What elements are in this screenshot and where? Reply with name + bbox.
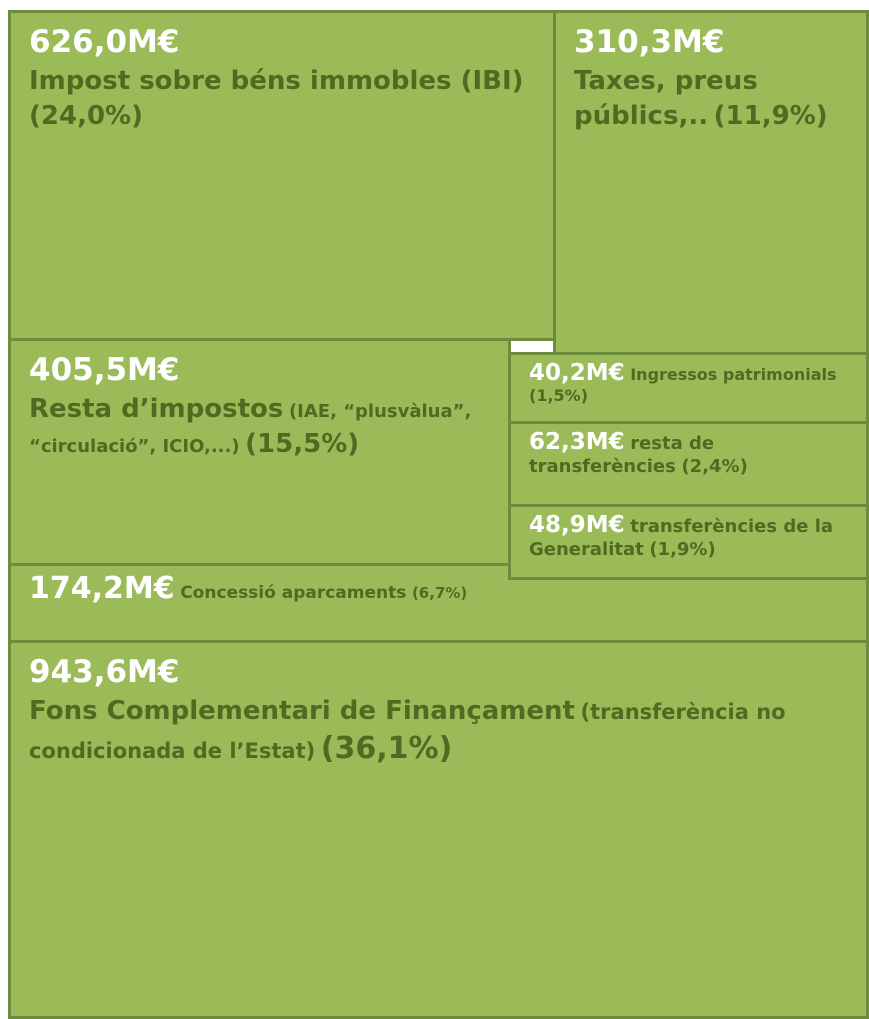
value-label: 40,2M€ bbox=[529, 360, 625, 386]
cell-label: 310,3M€ Taxes, preus públics,.. (11,9%) bbox=[574, 23, 848, 134]
share-label: (2,4%) bbox=[681, 455, 748, 477]
share-label: (15,5%) bbox=[245, 428, 360, 459]
value-label: 626,0M€ bbox=[29, 24, 180, 60]
treemap-cell: 62,3M€ resta de transferències (2,4%) bbox=[508, 421, 869, 507]
treemap-cell: 48,9M€ transferències de la Generalitat … bbox=[508, 504, 869, 580]
share-label: (36,1%) bbox=[320, 730, 453, 766]
category-label: Ingressos patrimonials bbox=[630, 365, 837, 384]
category-label: Impost sobre béns immobles (IBI) bbox=[29, 65, 524, 96]
category-label: Resta d’impostos bbox=[29, 393, 284, 424]
share-label: (6,7%) bbox=[411, 584, 468, 602]
category-label: resta de transferències bbox=[529, 433, 715, 477]
value-label: 62,3M€ bbox=[529, 429, 625, 455]
value-label: 310,3M€ bbox=[574, 24, 725, 60]
value-label: 174,2M€ bbox=[29, 571, 175, 606]
share-label: (24,0%) bbox=[29, 100, 143, 131]
cell-label: 40,2M€ Ingressos patrimonials (1,5%) bbox=[529, 360, 848, 406]
cell-label: 174,2M€ Concessió aparcaments (6,7%) bbox=[29, 572, 848, 605]
treemap-cell: 405,5M€ Resta d’impostos (IAE, “plusvàlua… bbox=[8, 338, 511, 566]
treemap-cell: 310,3M€ Taxes, preus públics,.. (11,9%) bbox=[553, 10, 869, 355]
share-label: (11,9%) bbox=[713, 100, 828, 131]
category-label: Taxes, preus públics,.. bbox=[574, 65, 758, 131]
cell-label: 626,0M€ Impost sobre béns immobles (IBI) … bbox=[29, 23, 535, 134]
category-note: (transferència no condicionada de l’Esta… bbox=[29, 699, 786, 763]
category-label: Concessió aparcaments bbox=[180, 583, 407, 603]
share-label: (1,5%) bbox=[529, 386, 588, 406]
treemap-cell: 943,6M€ Fons Complementari de Finançament… bbox=[8, 640, 869, 1019]
cell-label: 405,5M€ Resta d’impostos (IAE, “plusvàlua… bbox=[29, 351, 490, 462]
treemap-cell: 40,2M€ Ingressos patrimonials (1,5%) bbox=[508, 352, 869, 424]
share-label: (1,9%) bbox=[649, 538, 716, 560]
category-label: Fons Complementari de Finançament bbox=[29, 695, 575, 726]
value-label: 405,5M€ bbox=[29, 352, 180, 388]
cell-label: 62,3M€ resta de transferències (2,4%) bbox=[529, 429, 848, 478]
cell-label: 48,9M€ transferències de la Generalitat … bbox=[529, 512, 848, 561]
category-label: transferències de la Generalitat bbox=[529, 516, 834, 560]
treemap-cell: 626,0M€ Impost sobre béns immobles (IBI) … bbox=[8, 10, 556, 341]
value-label: 943,6M€ bbox=[29, 654, 180, 690]
value-label: 48,9M€ bbox=[529, 512, 625, 538]
category-note: (IAE, “plusvàlua”, “circulació”, ICIO,..… bbox=[29, 400, 472, 457]
cell-label: 943,6M€ Fons Complementari de Finançament… bbox=[29, 653, 848, 769]
